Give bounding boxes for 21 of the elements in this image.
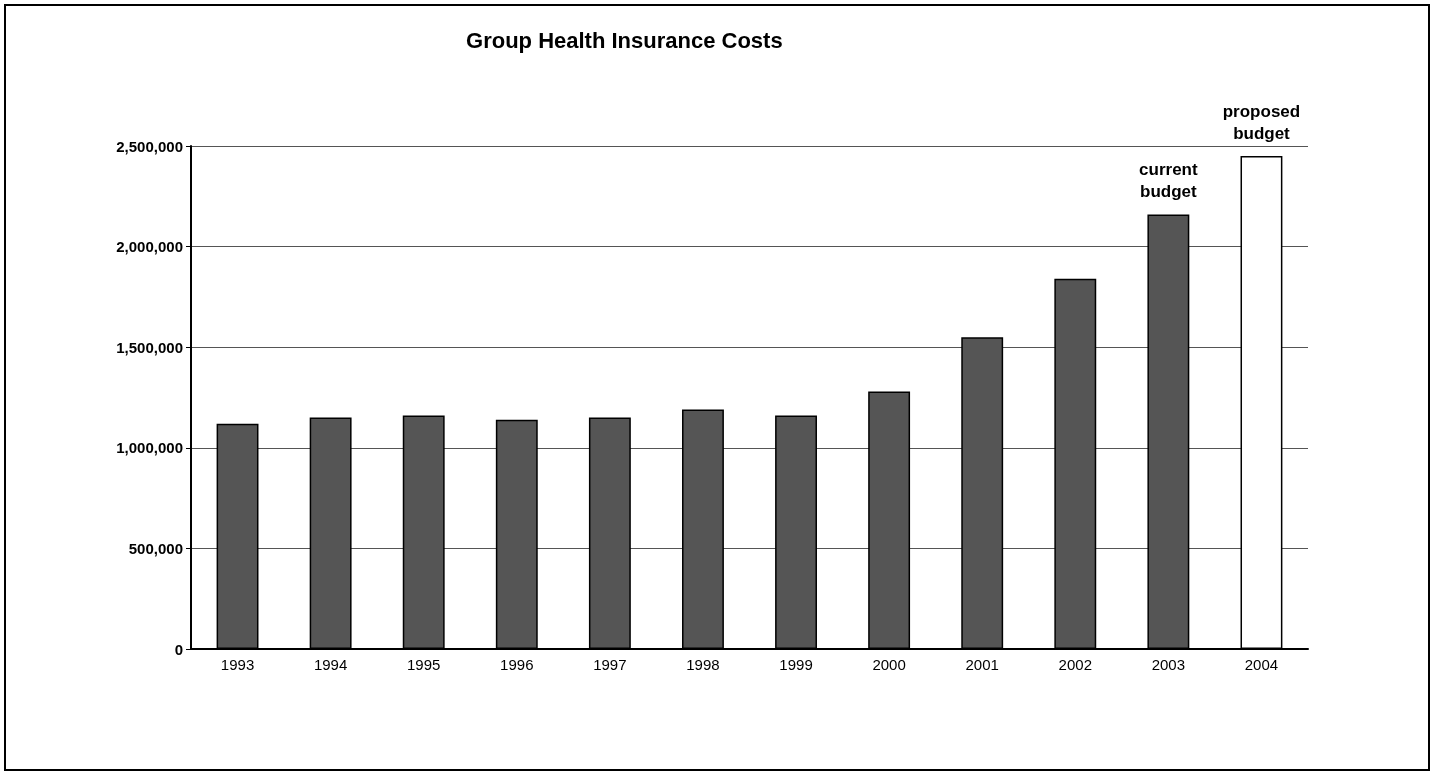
x-tick-label: 1996	[500, 656, 534, 673]
y-tick-label: 0	[174, 640, 183, 658]
annotation: current budget	[1139, 159, 1198, 201]
x-tick-label: 1998	[686, 656, 720, 673]
annotation: proposed budget	[1222, 101, 1301, 143]
x-tick-label: 1993	[220, 656, 255, 673]
y-tick-label: 500,000	[128, 539, 183, 557]
chart-title: Group Health Insurance Costs	[466, 27, 783, 53]
x-tick-label: 2001	[965, 656, 999, 673]
y-tick-label: 2,500,000	[116, 137, 183, 155]
y-tick-label: 1,000,000	[116, 439, 183, 457]
y-tick-label: 2,000,000	[116, 238, 183, 256]
x-tick-label: 2004	[1244, 656, 1279, 673]
x-tick-label: 2002	[1058, 656, 1092, 673]
y-tick-label: 1,500,000	[116, 338, 183, 356]
x-tick-label: 1999	[779, 656, 813, 673]
x-tick-label: 2000	[872, 656, 906, 673]
x-tick-label: 1995	[407, 656, 441, 673]
x-tick-label: 1997	[593, 656, 627, 673]
x-tick-label: 2003	[1151, 656, 1186, 673]
x-tick-label: 1994	[313, 656, 348, 673]
